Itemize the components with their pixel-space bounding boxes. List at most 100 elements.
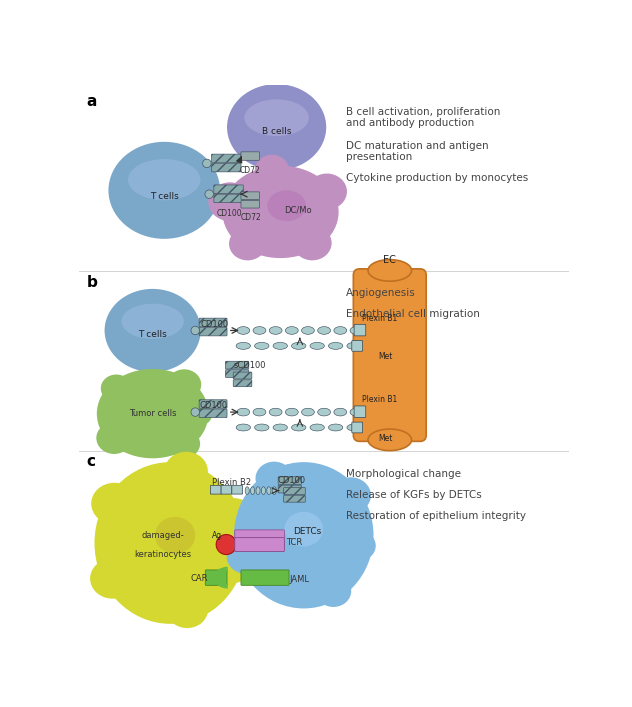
Ellipse shape bbox=[234, 462, 374, 609]
Ellipse shape bbox=[185, 401, 212, 426]
FancyBboxPatch shape bbox=[226, 370, 249, 378]
Ellipse shape bbox=[100, 375, 132, 402]
Ellipse shape bbox=[318, 408, 331, 416]
Ellipse shape bbox=[104, 289, 201, 372]
FancyBboxPatch shape bbox=[214, 194, 243, 203]
Ellipse shape bbox=[167, 429, 200, 458]
Text: CD100: CD100 bbox=[277, 476, 305, 485]
Text: Cytokine production by monocytes: Cytokine production by monocytes bbox=[346, 173, 528, 183]
Ellipse shape bbox=[315, 575, 351, 607]
FancyBboxPatch shape bbox=[212, 163, 241, 172]
Ellipse shape bbox=[167, 369, 201, 399]
Ellipse shape bbox=[91, 483, 138, 525]
FancyBboxPatch shape bbox=[278, 477, 301, 484]
Circle shape bbox=[203, 159, 211, 168]
Text: T cells: T cells bbox=[138, 330, 167, 339]
Ellipse shape bbox=[347, 424, 362, 431]
Text: CD100: CD100 bbox=[216, 209, 242, 218]
Text: presentation: presentation bbox=[346, 152, 412, 163]
Ellipse shape bbox=[128, 159, 200, 200]
Text: CD72: CD72 bbox=[240, 214, 261, 223]
FancyBboxPatch shape bbox=[221, 486, 232, 494]
Text: a: a bbox=[87, 94, 97, 109]
Text: T cells: T cells bbox=[150, 192, 179, 201]
Text: Morphological change: Morphological change bbox=[346, 469, 461, 479]
Ellipse shape bbox=[155, 517, 195, 554]
Text: CD100: CD100 bbox=[200, 402, 228, 411]
Ellipse shape bbox=[331, 477, 371, 513]
Text: b: b bbox=[87, 275, 97, 290]
Text: CD72: CD72 bbox=[240, 165, 260, 175]
Text: damaged-: damaged- bbox=[142, 531, 184, 539]
Text: CAR: CAR bbox=[191, 574, 208, 583]
Ellipse shape bbox=[90, 559, 135, 599]
Ellipse shape bbox=[286, 408, 298, 416]
Ellipse shape bbox=[237, 408, 250, 416]
Ellipse shape bbox=[291, 342, 306, 349]
FancyBboxPatch shape bbox=[233, 372, 252, 379]
FancyBboxPatch shape bbox=[232, 486, 243, 494]
Ellipse shape bbox=[334, 408, 347, 416]
FancyBboxPatch shape bbox=[233, 380, 252, 387]
FancyBboxPatch shape bbox=[241, 192, 260, 199]
Ellipse shape bbox=[227, 84, 326, 170]
Ellipse shape bbox=[212, 547, 253, 583]
Ellipse shape bbox=[329, 424, 343, 431]
Text: Met: Met bbox=[379, 352, 393, 361]
Ellipse shape bbox=[109, 142, 220, 239]
Ellipse shape bbox=[318, 327, 331, 334]
FancyBboxPatch shape bbox=[205, 570, 227, 585]
FancyBboxPatch shape bbox=[199, 409, 227, 417]
Ellipse shape bbox=[245, 100, 309, 136]
Text: B cells: B cells bbox=[262, 127, 291, 136]
Text: Plexin B2: Plexin B2 bbox=[212, 479, 252, 487]
Ellipse shape bbox=[350, 408, 363, 416]
Ellipse shape bbox=[310, 424, 324, 431]
Ellipse shape bbox=[293, 226, 332, 260]
Text: EC: EC bbox=[384, 255, 396, 264]
Text: sCD100: sCD100 bbox=[234, 361, 267, 370]
FancyBboxPatch shape bbox=[284, 488, 305, 494]
FancyBboxPatch shape bbox=[284, 495, 305, 502]
Ellipse shape bbox=[350, 327, 363, 334]
FancyBboxPatch shape bbox=[199, 399, 227, 408]
Text: Restoration of epithelium integrity: Restoration of epithelium integrity bbox=[346, 511, 526, 521]
Ellipse shape bbox=[250, 487, 255, 494]
Ellipse shape bbox=[229, 227, 266, 260]
FancyBboxPatch shape bbox=[278, 485, 301, 493]
Text: and antibody production: and antibody production bbox=[346, 117, 474, 127]
Ellipse shape bbox=[209, 182, 252, 221]
FancyBboxPatch shape bbox=[241, 152, 260, 160]
Text: DETCs: DETCs bbox=[293, 527, 322, 536]
Ellipse shape bbox=[236, 342, 250, 349]
FancyBboxPatch shape bbox=[354, 325, 366, 336]
FancyBboxPatch shape bbox=[210, 486, 221, 494]
Ellipse shape bbox=[301, 327, 314, 334]
Ellipse shape bbox=[253, 408, 266, 416]
Circle shape bbox=[191, 326, 200, 334]
Text: Met: Met bbox=[379, 433, 393, 443]
Text: DC/Mo: DC/Mo bbox=[284, 206, 312, 215]
Ellipse shape bbox=[272, 487, 276, 494]
Ellipse shape bbox=[269, 408, 282, 416]
FancyBboxPatch shape bbox=[199, 318, 227, 327]
Ellipse shape bbox=[227, 539, 265, 574]
Text: Tumor cells: Tumor cells bbox=[129, 409, 176, 418]
Ellipse shape bbox=[291, 424, 306, 431]
FancyBboxPatch shape bbox=[241, 570, 289, 585]
Ellipse shape bbox=[245, 487, 249, 494]
Ellipse shape bbox=[368, 429, 411, 450]
Ellipse shape bbox=[284, 512, 323, 547]
Ellipse shape bbox=[334, 327, 347, 334]
Ellipse shape bbox=[301, 408, 314, 416]
Ellipse shape bbox=[166, 590, 208, 628]
Circle shape bbox=[191, 408, 200, 416]
FancyBboxPatch shape bbox=[241, 200, 260, 208]
Ellipse shape bbox=[209, 498, 258, 542]
Ellipse shape bbox=[96, 422, 132, 454]
Text: Plexin B1: Plexin B1 bbox=[362, 395, 397, 404]
Text: Plexin B1: Plexin B1 bbox=[362, 314, 397, 323]
Ellipse shape bbox=[286, 327, 298, 334]
FancyBboxPatch shape bbox=[353, 269, 426, 441]
Ellipse shape bbox=[347, 342, 362, 349]
